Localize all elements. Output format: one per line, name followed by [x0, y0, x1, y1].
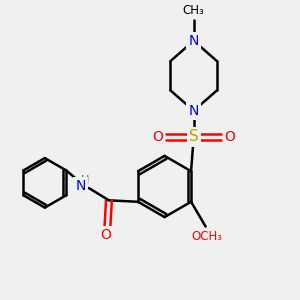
Text: N: N — [75, 179, 85, 193]
Text: O: O — [225, 130, 236, 144]
Text: O: O — [152, 130, 163, 144]
Text: O: O — [100, 228, 112, 242]
Text: N: N — [188, 104, 199, 118]
Text: OCH₃: OCH₃ — [192, 230, 223, 243]
Text: N: N — [188, 34, 199, 48]
Text: CH₃: CH₃ — [183, 4, 205, 17]
Text: H: H — [81, 175, 89, 185]
Text: S: S — [189, 129, 199, 144]
